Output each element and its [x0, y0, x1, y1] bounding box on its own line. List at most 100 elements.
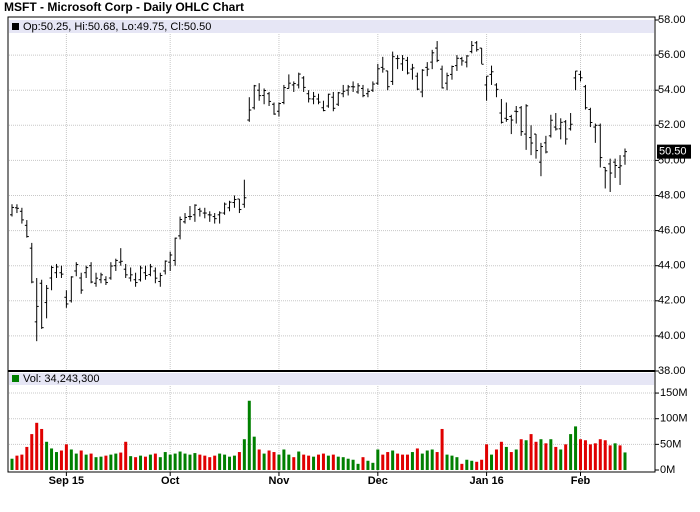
volume-bar	[119, 452, 123, 470]
volume-bar	[371, 462, 375, 470]
volume-bar	[509, 452, 513, 470]
y-tick-label: 56.00	[658, 49, 686, 61]
volume-bar	[282, 449, 286, 470]
volume-bar	[499, 441, 503, 470]
volume-bar	[583, 440, 587, 470]
volume-bar	[143, 456, 147, 470]
x-tick-label: Feb	[571, 475, 591, 487]
volume-bar	[455, 457, 459, 470]
volume-bar	[415, 448, 419, 470]
volume-bar	[445, 454, 449, 470]
volume-bar	[89, 453, 93, 470]
volume-bar	[401, 454, 405, 470]
volume-bar	[247, 400, 251, 470]
volume-bar	[50, 448, 54, 470]
y-tick-label: 42.00	[658, 295, 686, 307]
volume-bar	[366, 460, 370, 470]
y-tick-label: 54.00	[658, 84, 686, 96]
volume-bar	[519, 439, 523, 470]
y-tick-label: 50M	[660, 438, 681, 450]
volume-bar	[45, 441, 49, 470]
volume-bar	[64, 444, 68, 470]
volume-bar	[381, 454, 385, 470]
volume-bar	[539, 439, 543, 470]
volume-bar	[114, 453, 118, 470]
x-tick-label: Dec	[368, 475, 388, 487]
y-tick-label: 40.00	[658, 330, 686, 342]
volume-bar	[554, 446, 558, 470]
price-header	[9, 20, 654, 33]
volume-bar	[84, 454, 88, 470]
plot-frame	[7, 16, 656, 473]
x-tick-label: Sep 15	[49, 475, 84, 487]
volume-bar	[410, 452, 414, 470]
volume-bar	[262, 453, 266, 470]
volume-bar	[386, 452, 390, 470]
volume-bar	[54, 452, 58, 470]
volume-legend: Vol: 34,243,300	[23, 373, 99, 385]
volume-bar	[425, 450, 429, 470]
volume-bar	[223, 454, 227, 470]
volume-bar	[35, 422, 39, 470]
volume-bar	[470, 460, 474, 470]
volume-bar	[346, 458, 350, 470]
volume-bar	[257, 449, 261, 470]
volume-bar	[163, 452, 167, 470]
volume-bar	[10, 458, 14, 470]
volume-bar	[351, 459, 355, 470]
volume-bar	[232, 455, 236, 470]
volume-bar	[272, 452, 276, 470]
volume-bar	[104, 455, 108, 470]
volume-bar	[198, 454, 202, 470]
volume-bar	[435, 452, 439, 470]
volume-bar	[134, 457, 138, 470]
volume-bar	[603, 440, 607, 470]
volume-bar	[218, 453, 222, 470]
volume-bar	[69, 449, 73, 470]
volume-bar	[109, 454, 113, 470]
volume-bar	[158, 457, 162, 470]
volume-bar	[94, 457, 98, 470]
volume-bar	[183, 453, 187, 470]
volume-bar	[549, 439, 553, 470]
volume-bar	[287, 454, 291, 470]
y-tick-label: 0M	[660, 464, 675, 476]
volume-bar	[623, 452, 627, 470]
volume-bar	[618, 445, 622, 470]
volume-bar	[178, 451, 182, 470]
x-tick-label: Nov	[269, 475, 291, 487]
volume-bar	[405, 454, 409, 470]
volume-bar	[376, 449, 380, 470]
chart-title: MSFT - Microsoft Corp - Daily OHLC Chart	[4, 0, 244, 14]
volume-bar	[99, 456, 103, 470]
volume-bar	[465, 459, 469, 470]
last-price-label: 50.50	[659, 146, 687, 158]
volume-bar	[534, 441, 538, 470]
volume-bar	[30, 434, 34, 470]
y-tick-label: 52.00	[658, 119, 686, 131]
volume-bar	[613, 443, 617, 470]
volume-bar	[292, 457, 296, 470]
volume-swatch	[12, 375, 19, 382]
volume-bar	[79, 450, 83, 470]
volume-bar	[593, 443, 597, 470]
volume-bar	[420, 453, 424, 470]
y-tick-label: 58.00	[658, 14, 686, 26]
volume-header	[9, 373, 654, 385]
volume-bar	[569, 434, 573, 470]
volume-bar	[440, 428, 444, 470]
y-tick-label: 46.00	[658, 225, 686, 237]
volume-bar	[598, 439, 602, 470]
volume-bar	[139, 455, 143, 470]
volume-bar	[173, 453, 177, 470]
volume-bar	[228, 456, 232, 470]
volume-bar	[59, 450, 63, 470]
volume-bar	[208, 457, 212, 470]
volume-bar	[494, 449, 498, 470]
volume-bar	[326, 455, 330, 470]
volume-bar	[252, 436, 256, 470]
volume-bar	[588, 444, 592, 470]
volume-bar	[564, 444, 568, 470]
volume-bar	[242, 439, 246, 470]
volume-bar	[168, 454, 172, 470]
